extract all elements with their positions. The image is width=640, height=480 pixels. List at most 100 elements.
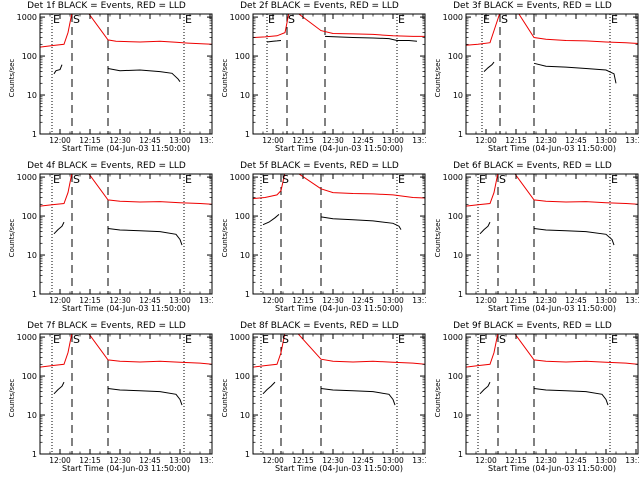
series-lld-line (253, 334, 425, 368)
marker-label-e: E (185, 13, 192, 26)
x-tick-label: 12:15 (505, 136, 527, 145)
x-axis-label: Start Time (04-Jun-03 11:50:00) (488, 144, 616, 153)
marker-label-e: E (398, 13, 405, 26)
y-tick-label: 1 (32, 130, 37, 139)
x-tick-label: 12:30 (322, 296, 344, 305)
series-lld-line (466, 334, 638, 368)
x-tick-label: 12:00 (475, 456, 497, 465)
x-tick-label: 12:30 (535, 456, 557, 465)
x-tick-label: 13:15 (199, 296, 213, 305)
x-tick-label: 13:00 (169, 296, 191, 305)
x-axis-label: Start Time (04-Jun-03 11:50:00) (275, 144, 403, 153)
series-events-line (53, 221, 65, 235)
x-tick-label: 12:45 (139, 136, 161, 145)
chart-panel: Det 9f BLACK = Events, RED = LLD Start Ti… (426, 320, 639, 480)
chart-title: Det 9f BLACK = Events, RED = LLD (453, 321, 612, 331)
x-tick-label: 13:15 (625, 136, 639, 145)
y-tick-label: 1000 (17, 173, 37, 182)
series-events-line (53, 381, 65, 395)
chart-title: Det 8f BLACK = Events, RED = LLD (240, 321, 399, 331)
marker-label-s: S (73, 333, 80, 346)
y-tick-label: 1 (245, 290, 250, 299)
y-tick-label: 10 (27, 251, 37, 260)
series-events-line (262, 381, 276, 395)
chart-panel: Det 5f BLACK = Events, RED = LLD Start Ti… (213, 160, 426, 320)
chart-title: Det 7f BLACK = Events, RED = LLD (27, 321, 186, 331)
chart-title: Det 1f BLACK = Events, RED = LLD (27, 1, 186, 11)
x-tick-label: 13:00 (382, 136, 404, 145)
y-tick-label: 10 (27, 91, 37, 100)
y-tick-label: 100 (235, 372, 250, 381)
marker-label-e: E (53, 13, 60, 26)
y-tick-label: 100 (22, 212, 37, 221)
x-tick-label: 12:00 (49, 456, 71, 465)
y-tick-label: 10 (27, 411, 37, 420)
axes-frame (39, 173, 213, 295)
series-events-line (320, 388, 396, 406)
marker-label-s: S (501, 13, 508, 26)
marker-label-s: S (499, 173, 506, 186)
x-tick-label: 13:00 (595, 136, 617, 145)
y-tick-label: 100 (448, 372, 463, 381)
chart-panel: Det 4f BLACK = Events, RED = LLD Start Ti… (0, 160, 213, 320)
y-tick-label: 1 (458, 450, 463, 459)
x-tick-label: 12:45 (139, 296, 161, 305)
marker-label-s: S (73, 173, 80, 186)
x-tick-label: 12:30 (109, 456, 131, 465)
x-tick-label: 13:00 (595, 296, 617, 305)
marker-label-e: E (185, 173, 192, 186)
x-tick-label: 12:30 (109, 296, 131, 305)
chart-panel: Det 6f BLACK = Events, RED = LLD Start Ti… (426, 160, 639, 320)
x-axis-label: Start Time (04-Jun-03 11:50:00) (488, 304, 616, 313)
x-tick-label: 13:15 (199, 136, 213, 145)
marker-label-e: E (611, 333, 618, 346)
y-tick-label: 1000 (443, 333, 463, 342)
series-lld-line (466, 174, 638, 207)
y-tick-label: 100 (235, 52, 250, 61)
x-tick-label: 13:15 (412, 456, 426, 465)
series-events-line (320, 216, 402, 230)
y-tick-label: 1 (32, 450, 37, 459)
y-tick-label: 1 (245, 450, 250, 459)
x-axis-label: Start Time (04-Jun-03 11:50:00) (275, 464, 403, 473)
y-tick-label: 100 (22, 372, 37, 381)
series-events-line (107, 388, 183, 406)
x-tick-label: 12:45 (565, 136, 587, 145)
marker-label-e: E (398, 333, 405, 346)
x-axis-label: Start Time (04-Jun-03 11:50:00) (62, 144, 190, 153)
marker-label-s: S (282, 173, 289, 186)
y-tick-label: 1000 (230, 333, 250, 342)
chart-title: Det 6f BLACK = Events, RED = LLD (453, 161, 612, 171)
marker-label-e: E (483, 13, 490, 26)
x-tick-label: 12:15 (505, 296, 527, 305)
y-tick-label: 100 (448, 212, 463, 221)
marker-label-s: S (282, 333, 289, 346)
series-lld-line (253, 14, 425, 38)
chart-panel: Det 1f BLACK = Events, RED = LLD Start Ti… (0, 0, 213, 160)
series-events-line (533, 228, 615, 246)
x-tick-label: 13:00 (595, 456, 617, 465)
x-tick-label: 13:15 (625, 456, 639, 465)
x-tick-label: 13:00 (382, 456, 404, 465)
series-events-line (107, 68, 181, 82)
y-tick-label: 100 (448, 52, 463, 61)
x-tick-label: 12:00 (475, 296, 497, 305)
chart-panel: Det 7f BLACK = Events, RED = LLD Start Ti… (0, 320, 213, 480)
x-tick-label: 12:45 (565, 456, 587, 465)
marker-label-e: E (185, 333, 192, 346)
x-tick-label: 12:45 (352, 456, 374, 465)
series-lld-line (40, 174, 212, 207)
y-tick-label: 10 (240, 91, 250, 100)
y-tick-label: 10 (240, 411, 250, 420)
x-tick-label: 13:15 (412, 136, 426, 145)
axes-frame (39, 13, 213, 135)
marker-label-e: E (479, 333, 486, 346)
